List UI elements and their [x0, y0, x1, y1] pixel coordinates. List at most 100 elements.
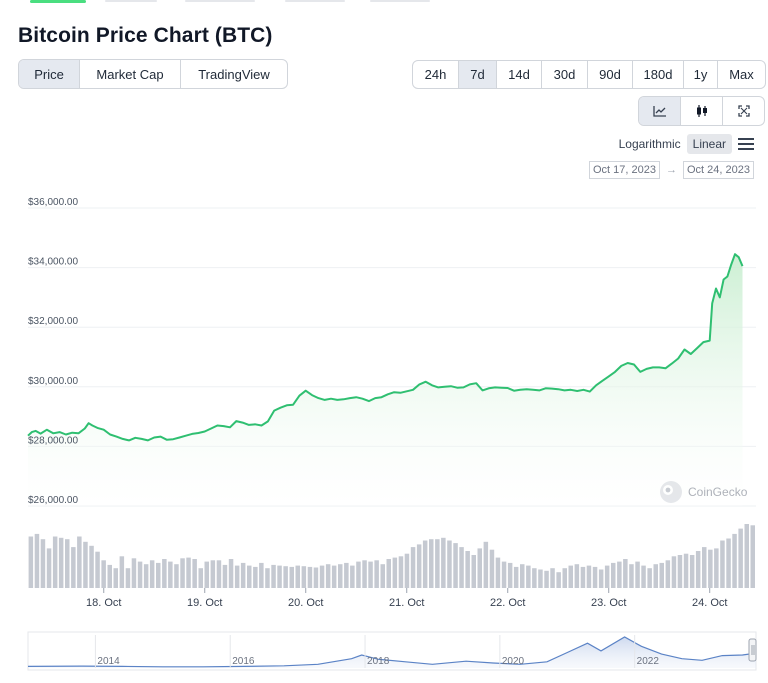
- volume-bar: [174, 564, 179, 588]
- logarithmic-option[interactable]: Logarithmic: [618, 137, 681, 151]
- volume-bar: [301, 566, 307, 588]
- y-tick-label: $34,000.00: [28, 257, 78, 268]
- candlestick-button[interactable]: [681, 97, 723, 125]
- chart-view-buttons: [638, 96, 765, 126]
- volume-bar: [447, 540, 452, 588]
- volume-bar: [598, 569, 604, 588]
- date-from-input[interactable]: Oct 17, 2023: [589, 161, 660, 179]
- range-180d[interactable]: 180d: [633, 61, 684, 88]
- range-7d[interactable]: 7d: [459, 61, 497, 88]
- volume-bar: [344, 562, 349, 588]
- volume-bar: [380, 564, 385, 588]
- volume-bar: [471, 555, 476, 588]
- volume-bar: [611, 562, 616, 588]
- y-tick-label: $28,000.00: [28, 435, 78, 446]
- line-chart-button[interactable]: [639, 97, 681, 125]
- volume-bar: [58, 537, 64, 588]
- range-24h[interactable]: 24h: [413, 61, 459, 88]
- volume-bar: [410, 547, 416, 588]
- range-1y[interactable]: 1y: [684, 61, 718, 88]
- volume-bar: [46, 548, 52, 588]
- volume-bar: [338, 564, 343, 588]
- arrow-right-icon: →: [666, 164, 677, 176]
- volume-bar: [714, 548, 719, 588]
- volume-bar: [689, 555, 695, 588]
- range-14d[interactable]: 14d: [497, 61, 542, 88]
- scale-toggle: Logarithmic Linear: [613, 134, 754, 154]
- tab-tradingview[interactable]: TradingView: [198, 66, 270, 82]
- volume-bar: [507, 562, 513, 588]
- volume-bar: [429, 539, 434, 588]
- volume-bar: [732, 533, 737, 588]
- volume-bar: [52, 536, 58, 588]
- volume-bar: [180, 558, 185, 588]
- volume-bar: [501, 561, 507, 588]
- volume-bar: [465, 551, 470, 588]
- navigator-year-label: 2018: [367, 656, 390, 667]
- volume-bar: [40, 539, 46, 588]
- volume-bar: [726, 538, 731, 588]
- volume-bar: [186, 557, 191, 588]
- volume-bar: [398, 556, 404, 588]
- volume-bar: [216, 560, 222, 588]
- volume-bar: [277, 565, 282, 588]
- menu-icon[interactable]: [738, 138, 754, 150]
- volume-bar: [538, 569, 543, 588]
- volume-bar: [240, 562, 246, 588]
- x-tick-label: 20. Oct: [288, 597, 323, 609]
- x-tick-label: 18. Oct: [86, 597, 121, 609]
- volume-bar: [65, 539, 70, 588]
- volume-bar: [562, 568, 567, 588]
- volume-bar: [295, 565, 300, 588]
- volume-bar: [592, 566, 598, 588]
- volume-bar: [265, 568, 270, 588]
- volume-bar: [271, 564, 276, 588]
- tab-market-cap[interactable]: Market Cap: [80, 60, 181, 88]
- tab-price[interactable]: Price: [19, 60, 80, 88]
- date-to-input[interactable]: Oct 24, 2023: [683, 161, 754, 179]
- x-axis-labels: 18. Oct 19. Oct 20. Oct 21. Oct 22. Oct 23. O…: [86, 588, 727, 609]
- volume-bar: [629, 564, 634, 588]
- fullscreen-button[interactable]: [723, 97, 764, 125]
- nav-indicator: [370, 0, 430, 2]
- volume-bar: [192, 559, 197, 588]
- volume-bar: [156, 562, 161, 588]
- volume-bar: [665, 560, 671, 588]
- volume-bar: [319, 565, 325, 588]
- volume-bar: [289, 566, 294, 588]
- range-30d[interactable]: 30d: [542, 61, 588, 88]
- watermark-text: CoinGecko: [688, 485, 748, 499]
- volume-bar: [95, 551, 100, 588]
- volume-bar: [604, 565, 610, 588]
- navigator-year-label: 2016: [232, 656, 255, 667]
- volume-bar: [368, 561, 373, 588]
- price-area: [28, 254, 743, 506]
- linear-option[interactable]: Linear: [686, 134, 732, 154]
- nav-indicator: [105, 0, 157, 2]
- volume-bar: [374, 560, 379, 588]
- fullscreen-icon: [737, 105, 750, 117]
- range-90d[interactable]: 90d: [588, 61, 633, 88]
- navigator-year-label: 2022: [637, 656, 660, 667]
- range-max[interactable]: Max: [729, 67, 754, 82]
- volume-bar: [143, 564, 149, 588]
- volume-bar: [441, 537, 446, 588]
- volume-bar: [325, 564, 331, 588]
- y-tick-label: $30,000.00: [28, 376, 78, 387]
- volume-bar: [702, 547, 707, 588]
- volume-bar: [635, 561, 640, 588]
- volume-bar: [283, 566, 288, 588]
- volume-bar: [647, 568, 652, 588]
- volume-bar: [137, 561, 143, 588]
- navigator[interactable]: 2014 2016 2018 2020 2022: [27, 631, 757, 671]
- volume-bar: [416, 544, 422, 588]
- volume-bar: [671, 556, 677, 588]
- volume-bar: [149, 560, 155, 588]
- x-tick-label: 22. Oct: [490, 597, 525, 609]
- navigator-area: [28, 637, 756, 668]
- date-range: Oct 17, 2023 → Oct 24, 2023: [589, 161, 754, 179]
- volume-bar: [532, 568, 537, 588]
- volume-bar: [259, 562, 264, 588]
- price-chart[interactable]: $36,000.00 $34,000.00 $32,000.00 $30,000.00…: [0, 190, 768, 683]
- y-tick-label: $36,000.00: [28, 197, 78, 208]
